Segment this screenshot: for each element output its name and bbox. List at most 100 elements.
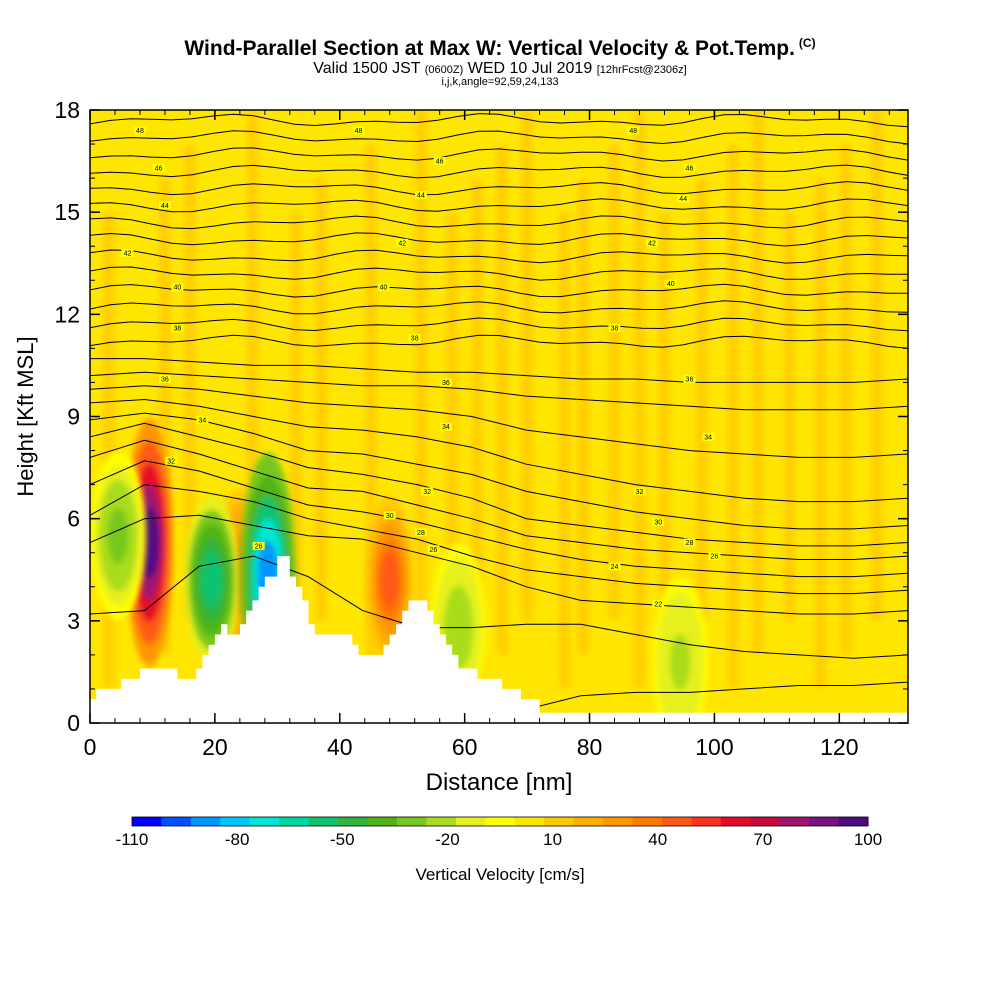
isentrope-line [90,334,908,349]
isentrope-label-bg [652,518,665,527]
weak-updraft-streak [183,144,196,621]
isentrope-label-bg [677,194,690,203]
isentrope-label-bg [439,422,452,431]
isentrope-line [90,249,908,264]
colorbar-swatch [396,817,427,826]
weak-updraft-streak [839,144,852,655]
weak-updraft-streak [814,178,827,689]
isentrope-label: 40 [667,281,675,288]
isentrope-label: 42 [398,240,406,247]
downdraft-core [90,451,147,620]
isentrope-label-bg [352,126,365,135]
x-tick-label: 80 [577,734,603,760]
title-mark: (C) [798,36,816,50]
downdraft-core-ring [669,633,691,690]
isentrope-label-bg [683,538,696,547]
isentrope-line [90,422,908,547]
isentrope-label: 34 [198,417,206,424]
isentrope-label: 46 [686,165,694,172]
y-axis-label: Height [Kft MSL] [13,336,38,496]
plot-area: 48 48 48 46 46 46 44 44 44 42 42 42 40 40 40 38 38 38 36 36… [90,110,908,723]
downdraft-core [183,495,240,664]
y-tick-label: 12 [54,301,80,327]
colorbar-tick-label: 100 [854,830,882,849]
colorbar-swatch [632,817,663,826]
isentrope-label-bg [608,323,621,332]
colorbar-swatch [544,817,575,826]
isentrope-label-bg [383,511,396,520]
isentrope-label-bg [158,201,171,210]
colorbar-tick-label: -50 [330,830,355,849]
isentrope-label-bg [427,545,440,554]
isentrope-label: 32 [423,489,431,496]
isentrope-line [90,300,908,315]
isentrope-label-bg [158,375,171,384]
colorbar-swatch [779,817,810,826]
isentrope-label-bg [708,552,721,561]
weak-updraft-streak [783,212,796,621]
subtitle-valid: Valid 1500 JST [313,60,421,77]
colorbar-swatch [190,817,221,826]
isentrope-line [90,555,908,659]
colorbar-swatch [338,817,369,826]
isentrope-line [90,113,908,128]
weak-updraft-streak [315,178,328,621]
isentrope-labels: 48 48 48 46 46 46 44 44 44 42 42 42 40 40 40 38 38 38 36 36… [121,126,721,608]
isentrope-line [90,283,908,298]
y-tick-label: 9 [67,404,80,430]
isentrope-label-bg [171,283,184,292]
colorbar-swatch [220,817,251,826]
isentrope-label-bg [196,415,209,424]
isentrope-label: 26 [255,543,263,550]
weak-updraft-streak [608,144,621,621]
subtitle-utc: (0600Z) [424,64,464,76]
isentrope-label: 48 [355,128,363,135]
isentrope-line [90,164,908,179]
y-tick-label: 18 [54,97,80,123]
isentrope-label-bg [664,279,677,288]
downdraft-core-ring [201,551,223,608]
colorbar-swatch [603,817,633,826]
isentrope-line [90,130,908,145]
isentrope-line [90,358,908,383]
isentrope-label: 44 [679,196,687,203]
colorbar-swatch [367,817,398,826]
isentrope-label: 40 [174,285,182,292]
colorbar-label: Vertical Velocity [cm/s] [415,865,584,884]
isentrope-label: 48 [629,128,637,135]
colorbar-swatch [485,817,516,826]
isentrope-label-bg [652,599,665,608]
colorbar-swatch [573,817,604,826]
weak-updraft-streak [558,212,571,689]
isentrope-line [90,460,908,578]
isentrope-label-bg [702,432,715,441]
isentrope-label-bg [608,562,621,571]
isentrope-label-bg [421,487,434,496]
updraft-core-ring [380,551,400,608]
isentrope-line [90,266,908,281]
weak-updraft-streak [658,212,671,655]
colorbar-tick-label: 10 [543,830,562,849]
colorbar-swatch [279,817,310,826]
colorbar-swatch [249,817,280,826]
colorbar-swatch [661,817,692,826]
isentrope-line [90,181,908,196]
isentrope-line [90,412,908,530]
isentrope-line [90,232,908,247]
downdraft-core [652,577,709,723]
isentrope-label: 36 [442,380,450,387]
weak-updraft-streak [496,144,509,655]
isentrope-line [90,317,908,332]
updraft-core [365,495,414,664]
x-tick-label: 0 [84,734,97,760]
isentrope-label-bg [408,334,421,343]
isentrope-line [90,198,908,213]
isentrope-label-bg [683,163,696,172]
colorbar: -110 -80 -50 -20 10 40 70 100 Vertical Velocity … [116,816,882,884]
isentrope-label: 42 [124,251,132,258]
isentrope-line [90,385,908,458]
x-tick-label: 60 [452,734,478,760]
isentrope-label: 44 [161,203,169,210]
x-tick-label: 120 [820,734,858,760]
